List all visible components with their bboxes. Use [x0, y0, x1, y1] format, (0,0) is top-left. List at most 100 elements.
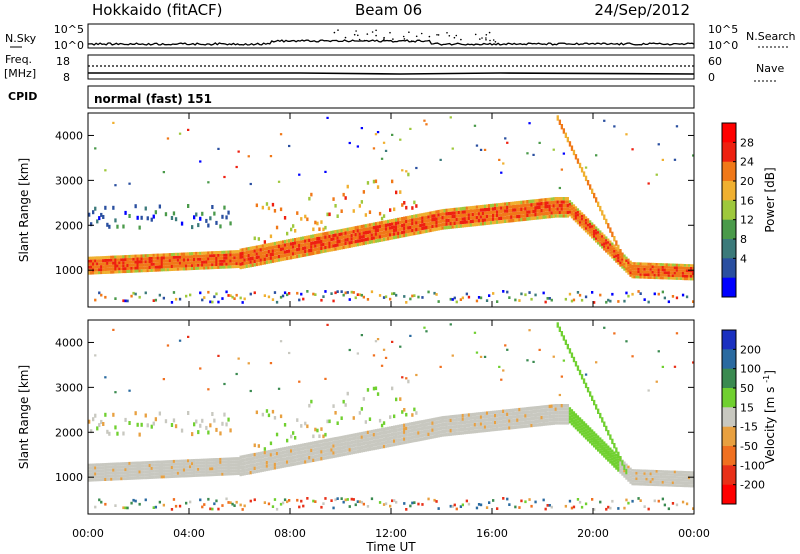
velocity-cell: [237, 357, 240, 360]
power-cell: [572, 206, 576, 210]
velocity-cell: [639, 477, 642, 481]
velocity-cell: [247, 467, 250, 472]
power-cell: [310, 252, 313, 256]
power-cell: [528, 291, 531, 294]
velocity-cell: [625, 463, 628, 467]
power-cell: [425, 229, 428, 233]
velocity-cell: [481, 418, 485, 423]
velocity-cell: [538, 409, 541, 413]
velocity-cell: [168, 472, 172, 476]
velocity-cell: [124, 471, 127, 475]
power-cell: [116, 267, 119, 271]
velocity-cell: [518, 414, 521, 419]
velocity-cell: [506, 416, 509, 420]
velocity-cell: [360, 407, 364, 411]
power-cell: [580, 167, 584, 173]
power-cell: [336, 229, 339, 234]
power-cell: [504, 205, 507, 210]
velocity-cell: [233, 504, 236, 507]
power-cell: [227, 210, 230, 215]
power-cell: [393, 228, 396, 233]
velocity-colorbar-label-rest: ]: [763, 370, 777, 375]
power-cell: [308, 196, 311, 201]
power-cell: [142, 266, 145, 270]
power-cell: [217, 251, 220, 254]
velocity-cell: [433, 434, 436, 439]
velocity-cell: [306, 442, 309, 446]
power-cell: [591, 230, 594, 234]
power-cell: [492, 203, 495, 208]
velocity-cell: [286, 446, 289, 450]
power-cell: [90, 222, 93, 227]
velocity-cell: [520, 424, 523, 429]
power-cell: [641, 270, 644, 274]
power-cell: [409, 222, 412, 226]
power-cell: [417, 227, 420, 231]
power-cell: [641, 275, 644, 279]
nsearch-dot: [436, 34, 438, 36]
power-cell: [271, 242, 275, 246]
velocity-cell: [294, 451, 297, 456]
velocity-cell: [457, 424, 461, 429]
velocity-cell: [405, 377, 408, 380]
power-cell: [552, 197, 555, 201]
power-cell: [193, 261, 196, 264]
power-cell: [411, 221, 414, 226]
velocity-cell: [261, 461, 265, 465]
velocity-cell: [384, 427, 388, 431]
velocity-cell: [453, 418, 456, 422]
power-cell: [621, 257, 624, 261]
power-cell: [488, 217, 491, 222]
power-cell: [164, 253, 168, 257]
power-cell: [288, 292, 291, 295]
power-cell: [481, 218, 485, 222]
velocity-cell: [239, 503, 242, 507]
power-cell: [627, 261, 630, 264]
power-cell: [277, 251, 281, 255]
power-cell: [314, 237, 317, 241]
power-cell: [312, 251, 315, 255]
power-cell: [514, 298, 517, 302]
power-cell: [162, 265, 166, 269]
power-cell: [211, 254, 214, 258]
velocity-cell: [233, 466, 236, 470]
power-cell: [471, 219, 475, 223]
power-cell: [328, 245, 331, 249]
velocity-cell: [90, 429, 93, 434]
power-cell: [352, 236, 355, 241]
velocity-cell: [229, 463, 232, 467]
velocity-cell: [443, 429, 446, 434]
velocity-cell: [378, 442, 382, 446]
velocity-cell: [391, 499, 394, 503]
velocity-cell: [290, 434, 293, 439]
power-cell: [172, 264, 176, 268]
velocity-cell: [180, 471, 184, 475]
power-cell: [100, 271, 103, 275]
velocity-cell: [593, 434, 596, 437]
power-cell: [152, 268, 155, 272]
velocity-cell: [191, 474, 194, 478]
power-cell: [554, 210, 557, 215]
power-cell: [366, 237, 370, 241]
velocity-cell: [281, 450, 285, 455]
velocity-cell: [233, 463, 236, 467]
power-cell: [366, 181, 370, 185]
velocity-cell: [324, 377, 327, 380]
velocity-cell: [677, 476, 681, 479]
power-cell: [158, 259, 162, 263]
velocity-cell: [639, 474, 642, 478]
velocity-cell: [286, 450, 289, 454]
velocity-cell: [415, 428, 418, 432]
velocity-cell: [605, 451, 608, 455]
velocity-cell: [191, 471, 194, 475]
power-cell: [88, 262, 91, 266]
power-cell: [110, 258, 113, 262]
velocity-cell: [427, 429, 430, 433]
velocity-cell: [310, 441, 313, 446]
power-cell: [439, 219, 442, 224]
velocity-cell: [336, 453, 339, 458]
power-cell: [96, 219, 99, 224]
velocity-cell: [126, 465, 129, 468]
velocity-cell: [653, 475, 656, 478]
velocity-cell: [217, 472, 220, 476]
